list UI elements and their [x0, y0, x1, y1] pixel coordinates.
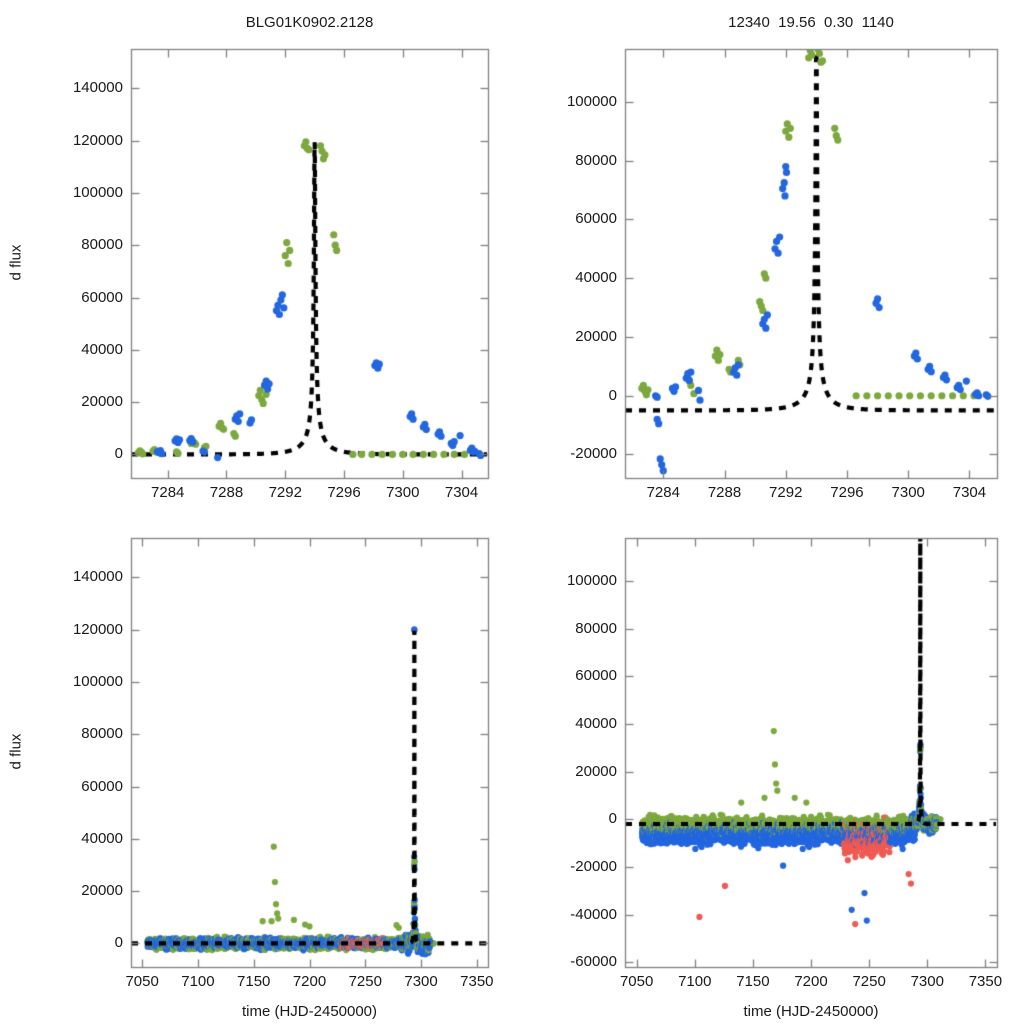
x-tick-label: 7292 [769, 484, 803, 501]
x-tick-label: 7050 [619, 973, 654, 990]
x-tick-label: 7292 [268, 484, 302, 501]
y-tick-label: -40000 [570, 905, 617, 923]
x-tick-label: 7284 [151, 484, 185, 501]
x-tick-label: 7296 [830, 484, 864, 501]
y-tick-label: 0 [608, 810, 617, 828]
y-tick-label: 40000 [81, 340, 123, 358]
x-tick-label: 7304 [952, 484, 987, 501]
y-tick-label: 20000 [575, 327, 617, 345]
y-tick-label: 60000 [81, 777, 123, 795]
x-tick-label: 7250 [348, 973, 382, 990]
y-tick-label: 60000 [575, 210, 617, 228]
x-tick-label: 7296 [327, 484, 361, 501]
y-tick-label: 140000 [72, 568, 123, 586]
x-tick-label: 7350 [968, 973, 1003, 990]
x-tick-label: 7350 [460, 973, 494, 990]
y-tick-label: 0 [608, 386, 617, 404]
y-tick-label: -60000 [570, 953, 617, 971]
y-tick-label: 80000 [575, 151, 617, 169]
y-tick-label: 100000 [566, 92, 617, 110]
y-tick-label: 20000 [575, 762, 617, 780]
y-tick-label: 40000 [575, 714, 617, 732]
y-tick-label: 40000 [81, 829, 123, 847]
y-tick-label: 120000 [72, 620, 123, 638]
x-tick-label: 7200 [292, 973, 327, 990]
y-tick-label: 80000 [81, 236, 123, 254]
x-tick-label: 7300 [404, 973, 438, 990]
x-tick-label: 7150 [736, 973, 770, 990]
y-tick-label: -20000 [570, 857, 617, 875]
y-tick-label: 20000 [81, 393, 123, 411]
x-tick-label: 7100 [678, 973, 712, 990]
y-tick-label: 40000 [575, 269, 617, 287]
y-tick-label: 100000 [566, 571, 617, 589]
x-tick-label: 7300 [891, 484, 925, 501]
x-tick-label: 7288 [707, 484, 742, 501]
y-tick-label: 60000 [81, 288, 123, 306]
y-tick-label: 120000 [72, 131, 123, 149]
x-tick-label: 7300 [910, 973, 944, 990]
x-tick-label: 7100 [181, 973, 215, 990]
y-tick-label: 20000 [81, 882, 123, 900]
x-tick-label: 7200 [794, 973, 828, 990]
y-tick-label: -20000 [570, 445, 617, 463]
x-tick-label: 7050 [125, 973, 159, 990]
y-tick-label: 80000 [81, 725, 123, 743]
x-tick-label: 7300 [386, 484, 420, 501]
x-tick-label: 7304 [444, 484, 479, 501]
x-tick-label: 7288 [209, 484, 244, 501]
y-tick-label: 100000 [72, 672, 123, 690]
y-tick-label: 0 [114, 445, 123, 463]
x-tick-label: 7250 [852, 973, 886, 990]
y-tick-label: 60000 [575, 667, 617, 685]
y-tick-label: 0 [114, 934, 123, 952]
x-tick-label: 7150 [237, 973, 271, 990]
y-tick-label: 100000 [72, 183, 123, 201]
y-tick-label: 80000 [575, 619, 617, 637]
x-tick-label: 7284 [646, 484, 680, 501]
y-tick-label: 140000 [72, 79, 123, 97]
